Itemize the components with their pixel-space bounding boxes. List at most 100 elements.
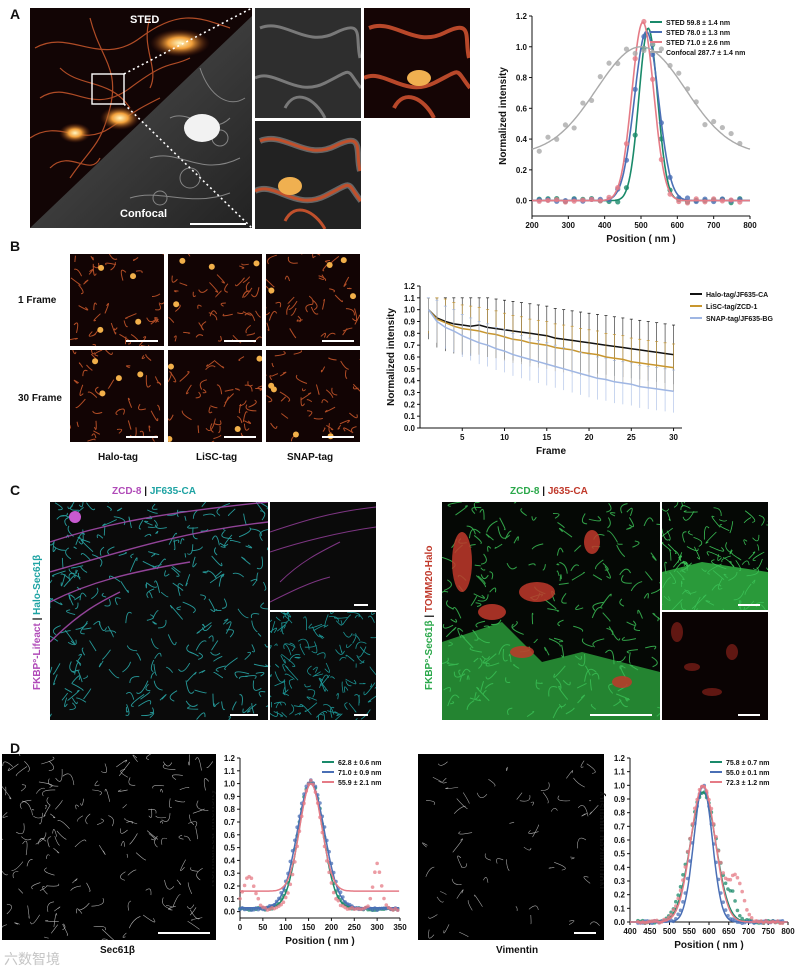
data-point xyxy=(735,875,740,880)
data-point xyxy=(249,876,254,881)
data-point xyxy=(719,891,723,895)
c-right-zcd8-image xyxy=(662,502,768,610)
data-point xyxy=(738,881,742,886)
y-tick-label: 1.1 xyxy=(614,768,626,777)
y-tick-label: 0.8 xyxy=(516,74,528,83)
data-point xyxy=(272,903,277,907)
row-label-1-frame: 1 Frame xyxy=(18,295,57,306)
row-label-30-frame: 30 Frame xyxy=(18,393,62,404)
data-point xyxy=(373,906,377,910)
j635ca-label: J635-CA xyxy=(547,486,588,497)
scale-bar xyxy=(590,714,652,716)
data-point xyxy=(685,876,690,881)
data-point xyxy=(684,200,691,206)
data-point xyxy=(733,872,737,877)
data-point xyxy=(669,912,673,917)
y-tick-label: 0.1 xyxy=(224,895,236,904)
data-point xyxy=(678,888,683,893)
data-point xyxy=(737,140,743,147)
legend-label: 71.0 ± 0.9 nm xyxy=(338,770,382,777)
scale-bar xyxy=(158,932,210,934)
data-point xyxy=(667,174,673,180)
data-point xyxy=(302,792,306,796)
data-point xyxy=(562,199,569,205)
y-tick-label: 0.5 xyxy=(404,365,416,374)
title-separator: | xyxy=(141,486,150,497)
zcd8-label: ZCD-8 xyxy=(510,486,540,497)
data-point xyxy=(671,919,676,924)
x-tick-label: 700 xyxy=(742,927,756,936)
data-point xyxy=(726,913,730,918)
c-right-merge-image xyxy=(442,502,660,720)
data-point xyxy=(728,877,733,882)
data-point xyxy=(711,842,716,846)
data-point xyxy=(571,125,577,131)
x-tick-label: 30 xyxy=(669,433,678,442)
scale-bar xyxy=(230,714,258,716)
data-point xyxy=(368,896,373,901)
data-point xyxy=(251,884,256,888)
halo-sec61b-label: Halo-Sec61β xyxy=(32,554,43,615)
data-point xyxy=(702,122,708,128)
y-tick-label: 0.8 xyxy=(224,805,236,814)
legend-label: SNAP-tag/JF635-BG xyxy=(706,316,773,323)
c-left-zcd8-image xyxy=(270,502,376,610)
data-point xyxy=(697,787,702,792)
data-point xyxy=(676,896,680,901)
data-point xyxy=(658,46,664,52)
x-tick-label: 750 xyxy=(762,927,776,936)
data-point xyxy=(286,891,290,895)
data-point xyxy=(320,830,325,835)
data-point xyxy=(650,51,656,58)
data-point xyxy=(709,806,714,811)
x-tick-label: 800 xyxy=(743,221,757,230)
data-point xyxy=(311,782,315,787)
data-point xyxy=(674,899,678,904)
data-point xyxy=(641,33,647,40)
y-tick-label: 1.1 xyxy=(404,294,416,303)
data-point xyxy=(327,870,331,875)
data-point xyxy=(742,898,747,903)
data-point xyxy=(240,890,245,894)
data-point xyxy=(562,122,569,128)
y-tick-label: 0.0 xyxy=(404,424,416,433)
x-tick-label: 800 xyxy=(781,927,795,936)
sted-confocal-image: STED Confocal xyxy=(30,8,252,228)
d-vimentin-image xyxy=(418,754,604,940)
data-point xyxy=(658,156,664,163)
data-point xyxy=(279,902,283,907)
col-label-lisc: LiSC-tag xyxy=(196,452,238,463)
jf635ca-label: JF635-CA xyxy=(149,486,196,497)
data-point xyxy=(377,870,382,874)
b-image-snap-tag-30-frame xyxy=(266,350,360,442)
legend-label: 55.0 ± 0.1 nm xyxy=(726,770,770,777)
data-point xyxy=(277,896,281,901)
c-right-title: ZCD-8 | J635-CA xyxy=(510,486,588,497)
data-point xyxy=(309,778,313,783)
data-point xyxy=(737,199,743,205)
y-tick-label: 1.0 xyxy=(516,43,528,52)
data-point xyxy=(738,913,742,918)
data-point xyxy=(681,878,685,882)
data-point xyxy=(676,893,680,897)
x-tick-label: 250 xyxy=(348,923,362,932)
series-line xyxy=(531,46,751,150)
data-point xyxy=(721,900,726,904)
series-line xyxy=(240,782,400,892)
x-tick-label: 20 xyxy=(585,433,594,442)
data-point xyxy=(331,890,336,895)
data-point xyxy=(719,860,723,865)
data-point xyxy=(545,197,551,204)
data-point xyxy=(723,908,728,912)
data-point xyxy=(536,148,542,154)
panel-letter-b: B xyxy=(10,238,21,254)
data-point xyxy=(341,895,345,899)
scale-bar xyxy=(738,714,760,716)
data-point xyxy=(761,920,766,925)
x-tick-label: 400 xyxy=(598,221,612,230)
y-tick-label: 0.2 xyxy=(614,891,626,900)
data-point xyxy=(740,916,744,921)
data-point xyxy=(313,790,318,794)
data-point xyxy=(695,797,699,802)
data-point xyxy=(554,136,560,142)
